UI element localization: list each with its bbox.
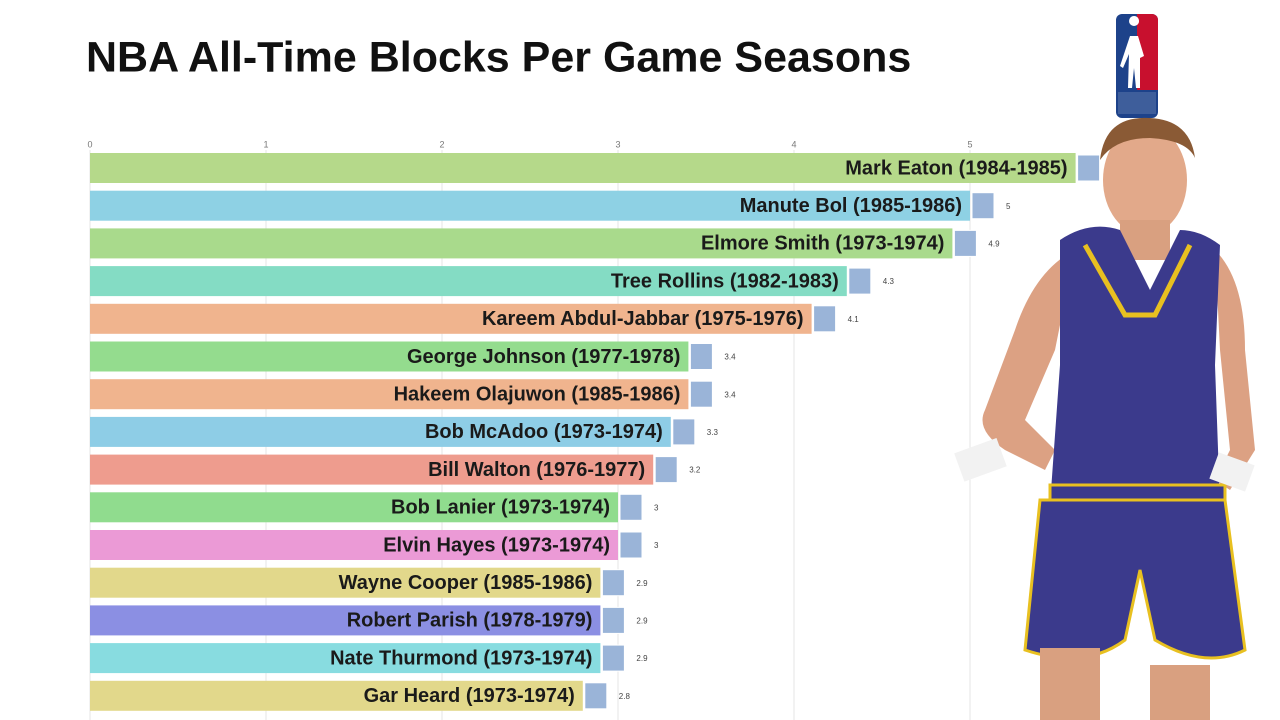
value-label: 4.9 <box>988 240 1000 249</box>
player-thumbnail <box>953 229 977 257</box>
value-label: 2.9 <box>636 654 648 663</box>
value-label: 4.1 <box>848 315 860 324</box>
bar-label: Robert Parish (1978-1979) <box>347 610 593 632</box>
value-label: 2.9 <box>636 617 648 626</box>
player-thumbnail <box>619 493 643 521</box>
bar-label: Bob Lanier (1973-1974) <box>391 497 610 519</box>
bar-label: Manute Bol (1985-1986) <box>740 195 962 217</box>
value-label: 5 <box>1006 202 1011 211</box>
bar-label: Mark Eaton (1984-1985) <box>845 157 1067 179</box>
bar-label: George Johnson (1977-1978) <box>407 346 680 368</box>
bar <box>90 454 654 485</box>
player-thumbnail <box>848 267 872 295</box>
x-tick-label: 3 <box>615 139 620 149</box>
value-label: 3 <box>654 541 659 550</box>
bar <box>90 190 970 221</box>
x-tick-label: 0 <box>87 139 92 149</box>
bar <box>90 643 601 674</box>
bar <box>90 153 1076 183</box>
player-thumbnail <box>601 644 625 672</box>
bar <box>90 605 601 636</box>
player-thumbnail <box>971 192 995 220</box>
player-thumbnail <box>584 682 608 710</box>
value-label: 3.4 <box>724 390 736 399</box>
player-thumbnail <box>672 418 696 446</box>
x-tick-label: 4 <box>791 139 796 149</box>
bar <box>90 530 618 560</box>
value-label: 2.8 <box>619 692 631 701</box>
bar <box>90 266 847 297</box>
bar-label: Wayne Cooper (1985-1986) <box>339 572 593 594</box>
player-thumbnail <box>619 531 643 559</box>
chart-title: NBA All-Time Blocks Per Game Seasons <box>86 33 911 81</box>
bar-label: Nate Thurmond (1973-1974) <box>330 647 592 669</box>
value-label: 3.2 <box>689 466 701 475</box>
bar-label: Gar Heard (1973-1974) <box>364 685 575 707</box>
bar <box>90 379 689 410</box>
player-thumbnail <box>689 343 713 370</box>
player-thumbnail <box>601 569 625 597</box>
value-label: 3.3 <box>707 428 719 437</box>
bar <box>90 303 812 334</box>
player-photo <box>954 117 1255 720</box>
x-tick-label: 2 <box>439 139 444 149</box>
value-label: 4.3 <box>883 277 895 286</box>
bar-label: Hakeem Olajuwon (1985-1986) <box>394 383 681 405</box>
bar <box>90 567 601 598</box>
bar-label: Kareem Abdul-Jabbar (1975-1976) <box>482 308 804 330</box>
player-thumbnail <box>654 456 678 484</box>
bar-label: Elmore Smith (1973-1974) <box>701 233 944 255</box>
x-tick-label: 5 <box>967 139 972 149</box>
player-thumbnail <box>689 380 713 408</box>
nba-logo <box>1116 14 1158 118</box>
value-label: 3.4 <box>724 353 736 362</box>
x-tick-label: 1 <box>263 139 268 149</box>
value-label: 2.9 <box>636 579 648 588</box>
bar-label: Bob McAdoo (1973-1974) <box>425 421 663 443</box>
bar <box>90 341 689 372</box>
player-thumbnail <box>601 606 625 634</box>
player-thumbnail <box>1077 154 1101 182</box>
bar <box>90 680 583 711</box>
value-label: 3 <box>654 503 659 512</box>
bar <box>90 492 618 523</box>
bar <box>90 228 953 259</box>
bar-label: Tree Rollins (1982-1983) <box>611 270 839 292</box>
bar-label: Bill Walton (1976-1977) <box>428 459 645 481</box>
bar-label: Elvin Hayes (1973-1974) <box>383 534 610 556</box>
player-thumbnail <box>813 305 837 333</box>
bar <box>90 416 671 447</box>
